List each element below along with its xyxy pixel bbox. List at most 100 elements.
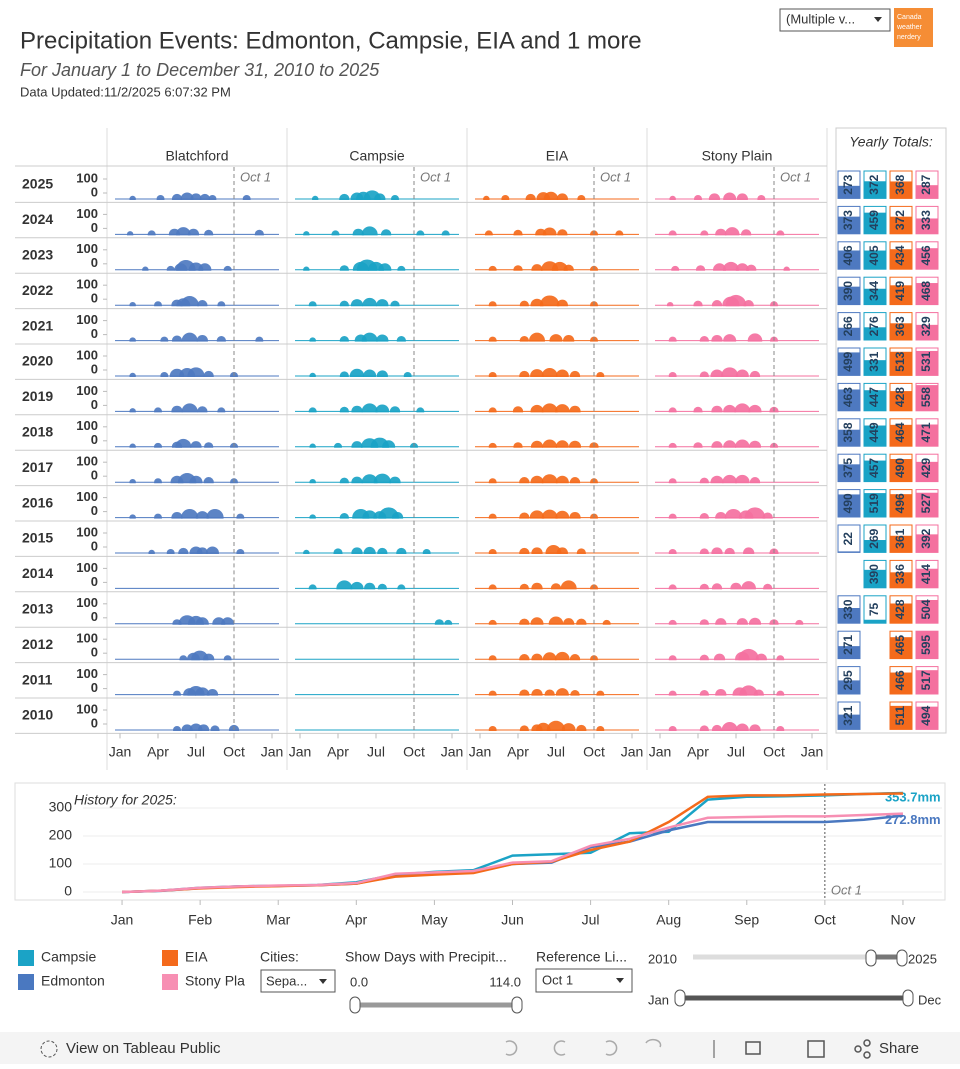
- precip-bubble: [309, 443, 316, 448]
- tableau-icon[interactable]: [40, 1040, 58, 1058]
- row-marks: [115, 190, 819, 200]
- precip-bubble: [577, 195, 586, 200]
- logo[interactable]: [894, 8, 933, 47]
- y-tick-label: 100: [76, 241, 98, 256]
- slider-knob[interactable]: [865, 949, 877, 967]
- slider-knob[interactable]: [674, 989, 686, 1007]
- total-label: 375: [841, 458, 855, 478]
- precip-bubble: [700, 230, 709, 236]
- y-tick-label: 0: [91, 397, 98, 412]
- x-tick-label: Jan: [649, 744, 672, 760]
- precip-bubble: [563, 264, 574, 271]
- year-from: 2010: [648, 951, 677, 966]
- total-bar: [864, 425, 886, 447]
- precip-bubble: [376, 334, 389, 342]
- slider-knob[interactable]: [511, 996, 523, 1014]
- total-label: 519: [867, 493, 881, 513]
- slider-knob[interactable]: [902, 989, 914, 1007]
- precip-bubble: [129, 372, 136, 377]
- precip-bubble: [529, 332, 545, 342]
- precip-bubble: [303, 266, 310, 271]
- total-bar: [838, 352, 860, 376]
- precip-bubble: [176, 227, 191, 236]
- year-label: 2020: [22, 353, 53, 369]
- y-tick-label: 0: [91, 291, 98, 306]
- total-label: 276: [867, 316, 881, 336]
- history-line: [122, 814, 904, 894]
- x-tick-label: Oct: [403, 744, 425, 760]
- y-tick-label: 0: [91, 574, 98, 589]
- total-bar: [864, 327, 886, 340]
- total-label: 471: [919, 422, 933, 442]
- precip-bubble: [129, 443, 136, 448]
- precip-bubble: [397, 584, 406, 590]
- precip-bubble: [254, 229, 264, 236]
- precip-bubble: [710, 369, 724, 377]
- precip-bubble: [519, 618, 530, 625]
- total-label: 428: [893, 387, 907, 407]
- precip-bubble: [734, 403, 751, 413]
- precip-bubble: [749, 477, 761, 484]
- precip-bubble: [710, 475, 724, 484]
- slider-knob[interactable]: [896, 949, 908, 967]
- precip-bubble: [743, 300, 754, 307]
- precip-bubble: [556, 547, 568, 554]
- row-marks: [115, 545, 819, 554]
- view-link[interactable]: View on Tableau Public: [66, 1040, 221, 1057]
- dropdown-text[interactable]: (Multiple v...: [786, 11, 855, 26]
- reference-label: Oct 1: [780, 169, 811, 184]
- precip-bubble: [669, 195, 676, 200]
- x-tick-label: Jul: [187, 744, 205, 760]
- precip-bubble: [203, 653, 215, 661]
- precip-bubble: [776, 655, 785, 661]
- precip-bubble: [171, 193, 183, 200]
- precip-bubble: [171, 335, 183, 342]
- total-bar: [916, 218, 938, 234]
- precip-bubble: [693, 442, 703, 448]
- total-bar: [864, 288, 886, 305]
- row-marks: [115, 473, 819, 484]
- share-button[interactable]: Share: [879, 1040, 919, 1057]
- total-label: 269: [867, 528, 881, 548]
- precip-bubble: [147, 230, 156, 236]
- precip-bubble: [531, 582, 543, 590]
- precip-bubble: [488, 407, 497, 413]
- precip-bubble: [550, 583, 562, 590]
- total-bar: [890, 603, 912, 624]
- precip-bubble: [746, 264, 757, 271]
- precip-bubble: [339, 265, 349, 271]
- total-label: 490: [841, 493, 855, 513]
- precip-bubble: [755, 653, 767, 661]
- precip-bubble: [339, 406, 349, 413]
- cities-dropdown[interactable]: [260, 969, 336, 993]
- precip-bubble: [555, 404, 570, 413]
- precip-bubble: [711, 405, 723, 413]
- precip-bubble: [389, 476, 401, 484]
- y-tick-label: 100: [76, 524, 98, 539]
- end-label: 272.8mm: [885, 812, 941, 827]
- precip-bubble: [154, 407, 162, 413]
- precip-bubble: [711, 300, 723, 307]
- precip-bubble: [339, 513, 349, 519]
- precip-bubble: [361, 474, 378, 484]
- precip-bubble: [308, 301, 317, 307]
- precip-bubble: [488, 619, 497, 625]
- precip-bubble: [126, 231, 134, 236]
- precip-bubble: [173, 690, 181, 696]
- slider-knob[interactable]: [349, 996, 361, 1014]
- precip-bubble: [217, 407, 226, 413]
- precip-bubble: [363, 369, 377, 377]
- ref-dropdown[interactable]: [535, 968, 633, 993]
- ref-label: Reference Li...: [536, 949, 627, 965]
- history-title: History for 2025:: [74, 792, 177, 808]
- precip-bubble: [519, 725, 529, 731]
- precip-bubble: [154, 301, 162, 307]
- filter-dropdown[interactable]: [779, 8, 891, 32]
- precip-bubble: [180, 192, 194, 200]
- precip-bubble: [195, 687, 210, 696]
- total-label: 330: [841, 599, 855, 619]
- precip-bubble: [519, 689, 530, 696]
- total-label: 457: [867, 458, 881, 478]
- y-tick-label: 0: [91, 645, 98, 660]
- precip-bubble: [206, 508, 224, 519]
